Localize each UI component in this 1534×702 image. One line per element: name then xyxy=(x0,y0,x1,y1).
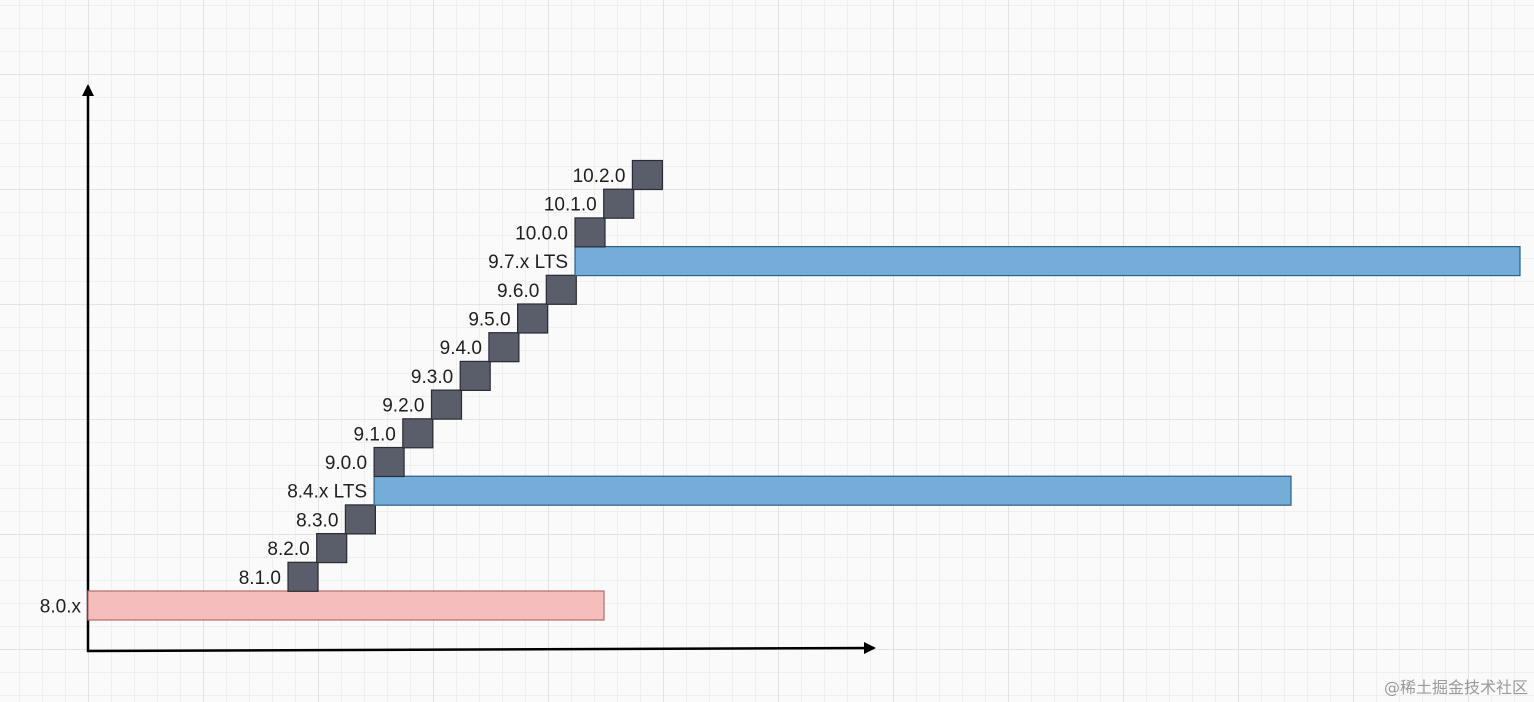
release-label: 9.4.0 xyxy=(440,338,482,359)
release-label: 9.5.0 xyxy=(468,310,510,331)
minor-release-block xyxy=(459,360,491,391)
release-label: 9.0.0 xyxy=(325,453,367,474)
minor-release-block xyxy=(603,188,635,219)
minor-release-block xyxy=(516,303,549,334)
release-label: 8.0.x xyxy=(40,597,82,618)
x-axis xyxy=(86,642,876,655)
release-bars: 8.0.x 8.1.0 8.2.0 8.3.0 8.4.x LTS 9.0.0 9.1.0 9… xyxy=(40,159,1521,621)
minor-release-block xyxy=(430,389,463,420)
release-label: 10.2.0 xyxy=(573,166,626,187)
release-label: 8.3.0 xyxy=(296,510,338,531)
release-label: 9.6.0 xyxy=(497,281,539,302)
minor-release-block xyxy=(545,274,577,305)
minor-release-block xyxy=(402,418,434,449)
release-label: 9.3.0 xyxy=(411,367,453,388)
minor-release-block xyxy=(287,561,319,592)
release-label: 9.2.0 xyxy=(382,396,424,417)
release-label: 8.1.0 xyxy=(239,568,281,589)
watermark-text: @稀土掘金技术社区 xyxy=(1383,678,1528,697)
release-label: 9.7.x LTS xyxy=(488,252,568,273)
minor-release-block xyxy=(574,217,606,248)
lts-bar xyxy=(373,475,1292,506)
release-label: 8.4.x LTS xyxy=(287,482,367,503)
minor-release-block xyxy=(373,446,405,478)
stable-bar xyxy=(87,590,605,621)
minor-release-block xyxy=(316,532,348,564)
release-label: 8.2.0 xyxy=(267,539,309,560)
lts-bar xyxy=(574,246,1521,277)
release-label: 10.0.0 xyxy=(515,223,568,244)
minor-release-block xyxy=(631,159,664,191)
minor-release-block xyxy=(344,504,376,535)
minor-release-block xyxy=(488,332,520,363)
release-label: 10.1.0 xyxy=(544,195,597,216)
release-label: 9.1.0 xyxy=(354,424,396,445)
